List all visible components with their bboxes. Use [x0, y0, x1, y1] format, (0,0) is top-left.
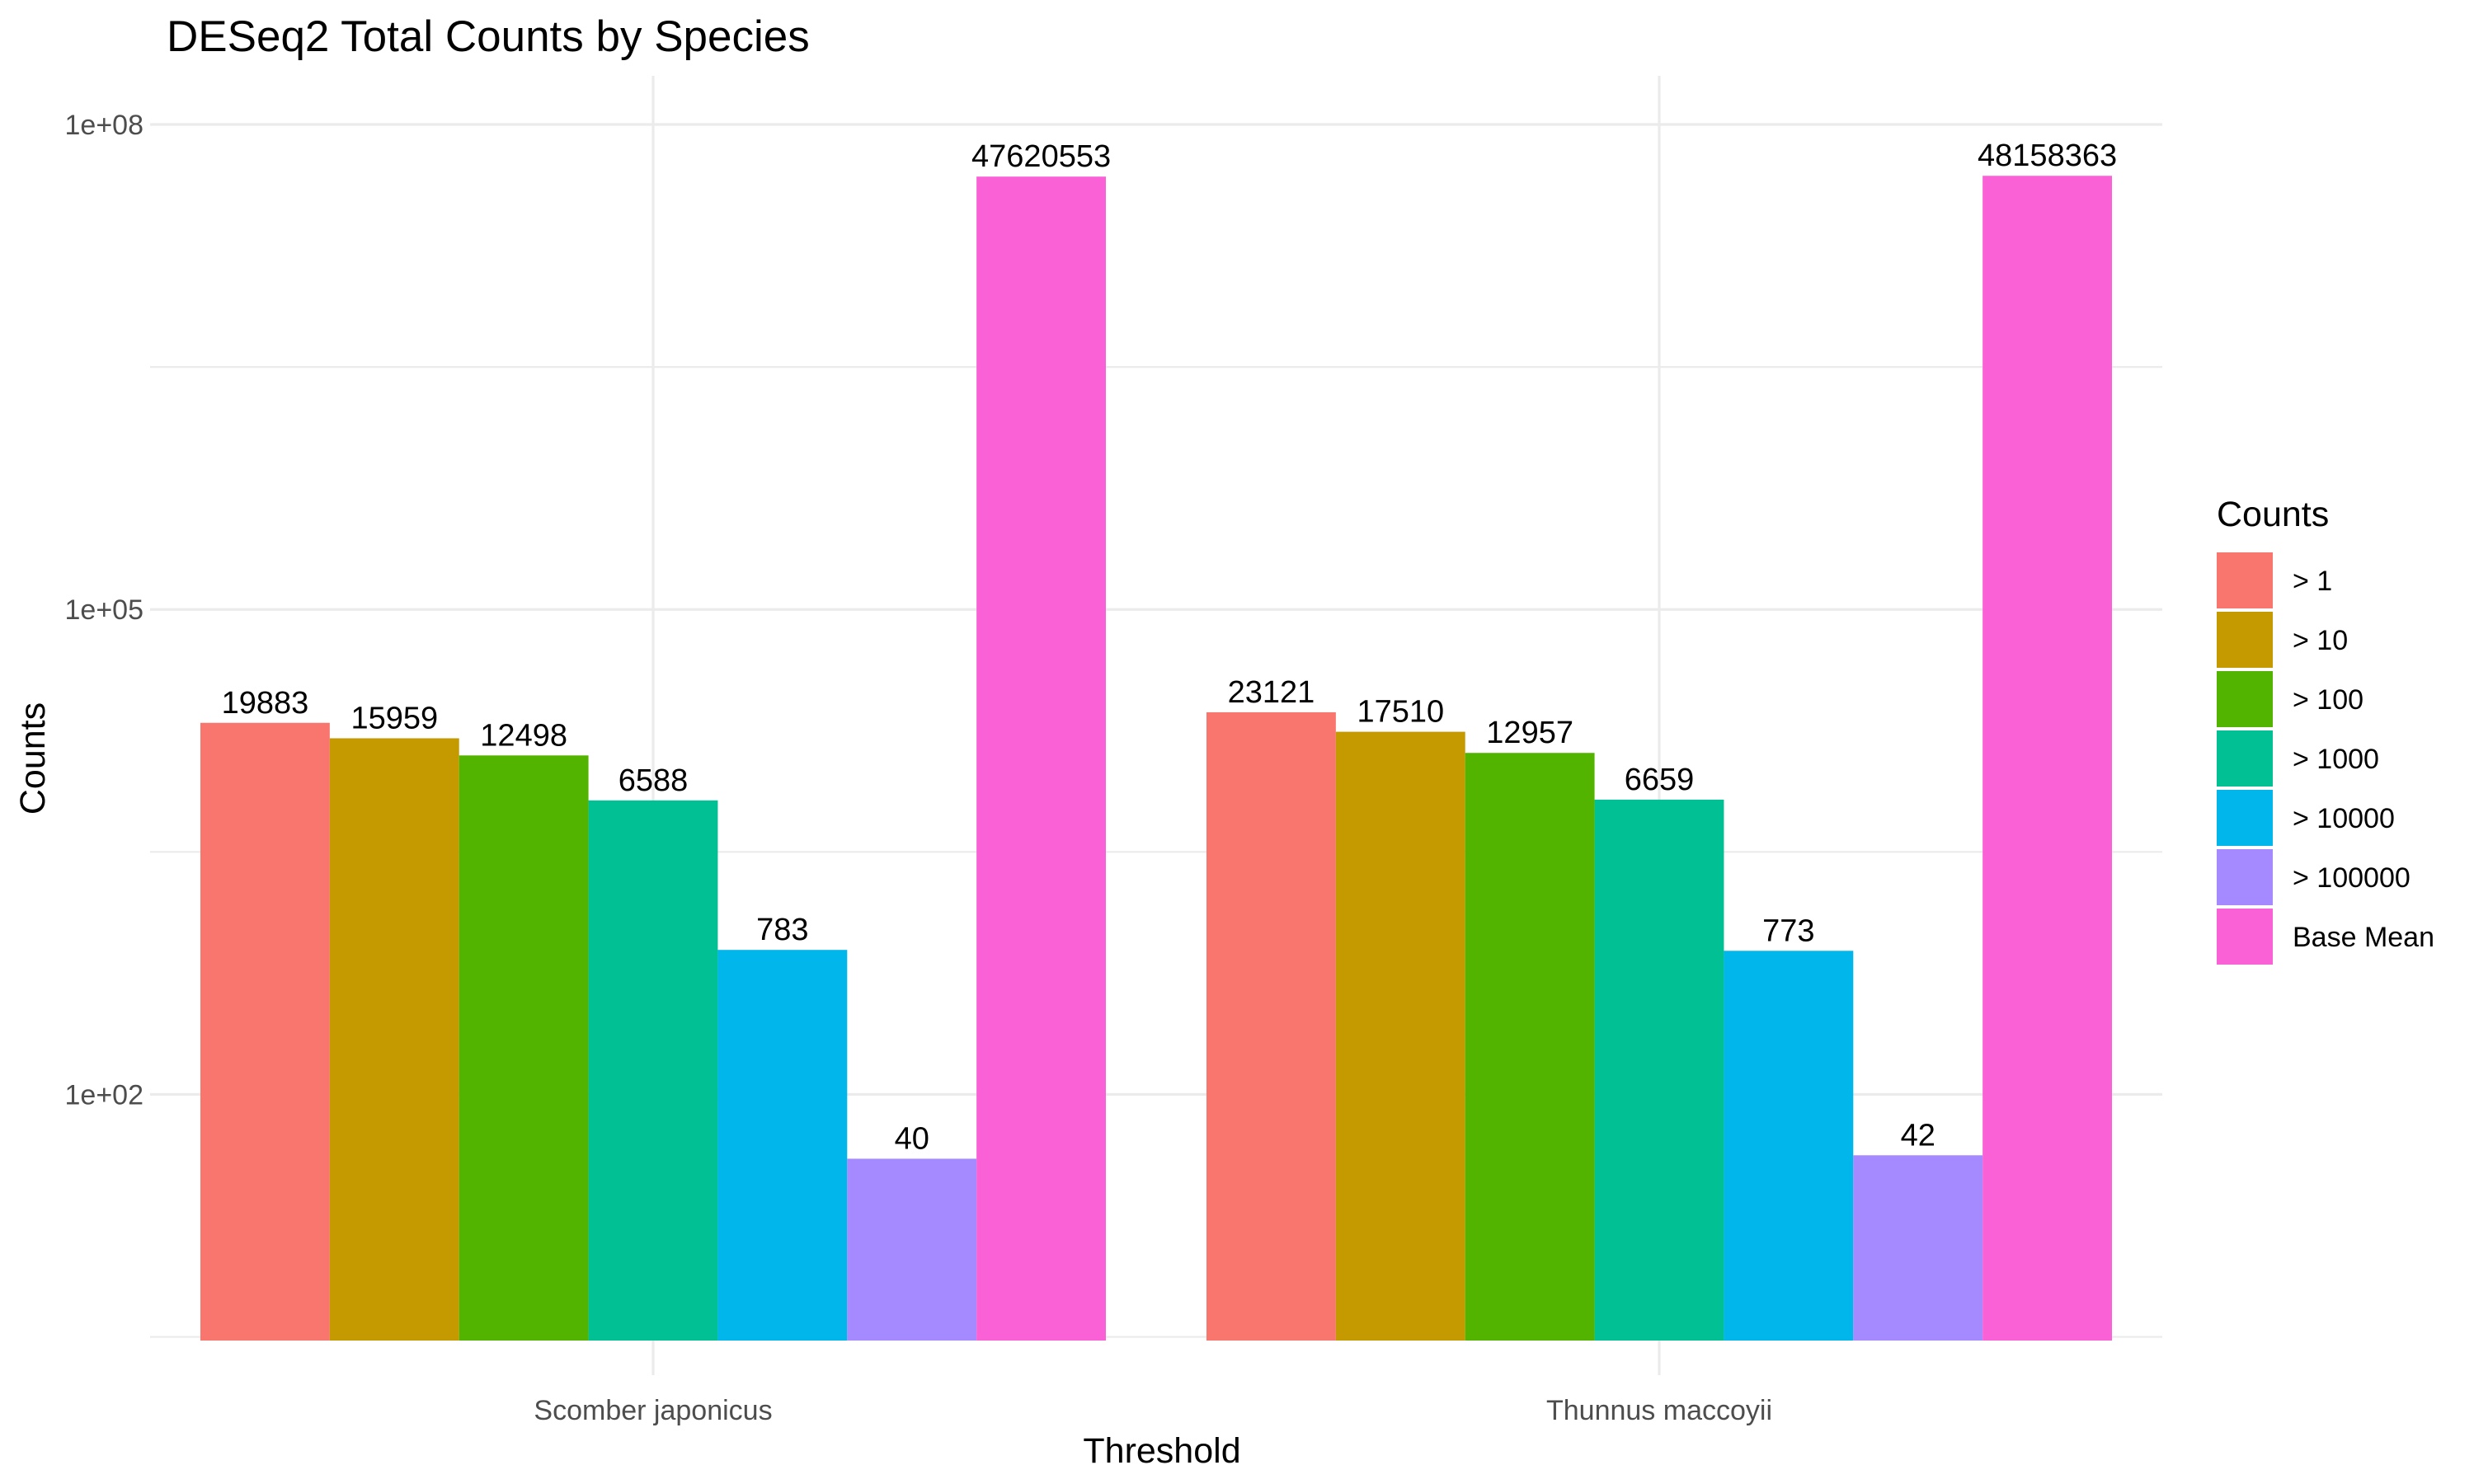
legend-key	[2217, 909, 2273, 965]
bar-value-label: 6588	[618, 763, 689, 798]
bar	[1594, 799, 1724, 1341]
bar-value-label: 783	[756, 913, 808, 947]
legend-item: Base Mean	[2217, 909, 2434, 965]
legend-label: > 100	[2293, 684, 2363, 716]
bar-value-label: 40	[895, 1121, 929, 1156]
legend-key	[2217, 671, 2273, 727]
legend-label: > 10	[2293, 625, 2348, 656]
legend-item: > 10	[2217, 612, 2348, 668]
x-axis-title: Threshold	[1083, 1431, 1240, 1471]
legend-label: > 1000	[2293, 744, 2379, 775]
y-tick-label: 1e+02	[65, 1079, 144, 1111]
legend: Counts > 1 > 10 > 100 > 1000 > 10000 > 100000…	[2217, 495, 2434, 965]
y-axis-ticks: 1e+02 1e+05 1e+08	[65, 110, 144, 1111]
legend-item: > 100	[2217, 671, 2363, 727]
bar	[1206, 711, 1336, 1341]
bar-value-label: 6659	[1625, 763, 1695, 797]
chart-title: DESeq2 Total Counts by Species	[167, 12, 810, 61]
bar	[847, 1158, 977, 1341]
y-axis-title: Counts	[13, 702, 53, 815]
bars	[200, 176, 2112, 1341]
legend-title: Counts	[2217, 495, 2329, 534]
legend-label: > 10000	[2293, 803, 2395, 834]
legend-item: > 100000	[2217, 849, 2411, 905]
bar	[717, 950, 848, 1341]
y-tick-label: 1e+05	[65, 594, 144, 626]
bar	[329, 738, 459, 1341]
bar-value-label: 773	[1762, 913, 1814, 948]
bar-value-label: 19883	[222, 686, 309, 721]
data-labels: 19883 15959 12498 6588 783 40 47620553 23121 175…	[222, 139, 2118, 1156]
legend-key	[2217, 612, 2273, 668]
bar-value-label: 42	[1901, 1118, 1935, 1153]
legend-key	[2217, 849, 2273, 905]
bar	[200, 722, 330, 1341]
bar	[1335, 731, 1465, 1341]
bar	[1465, 753, 1595, 1341]
bar	[1724, 951, 1854, 1341]
legend-item: > 1	[2217, 552, 2332, 608]
legend-item: > 1000	[2217, 730, 2379, 787]
legend-item: > 10000	[2217, 790, 2395, 846]
bar	[1982, 176, 2112, 1341]
bar-value-label: 23121	[1228, 675, 1315, 710]
bar-value-label: 15959	[350, 701, 438, 735]
bar-value-label: 48158363	[1978, 139, 2117, 173]
legend-label: > 100000	[2293, 862, 2411, 894]
bar	[976, 176, 1106, 1341]
legend-key	[2217, 552, 2273, 608]
x-tick-label: Thunnus maccoyii	[1546, 1395, 1772, 1426]
bar	[588, 800, 718, 1341]
legend-items: > 1 > 10 > 100 > 1000 > 10000 > 100000 Base Me…	[2217, 552, 2434, 965]
bar	[459, 755, 589, 1341]
bar-value-label: 47620553	[971, 139, 1111, 174]
bar-value-label: 12498	[480, 718, 567, 753]
bar-value-label: 12957	[1486, 716, 1573, 750]
bar	[1853, 1155, 1983, 1341]
legend-key	[2217, 790, 2273, 846]
bar-value-label: 17510	[1357, 695, 1444, 730]
x-tick-label: Scomber japonicus	[534, 1395, 772, 1426]
x-axis-ticks: Scomber japonicus Thunnus maccoyii	[534, 1395, 1772, 1426]
legend-key	[2217, 730, 2273, 787]
y-tick-label: 1e+08	[65, 110, 144, 141]
legend-label: > 1	[2293, 566, 2332, 597]
legend-label: Base Mean	[2293, 922, 2434, 953]
